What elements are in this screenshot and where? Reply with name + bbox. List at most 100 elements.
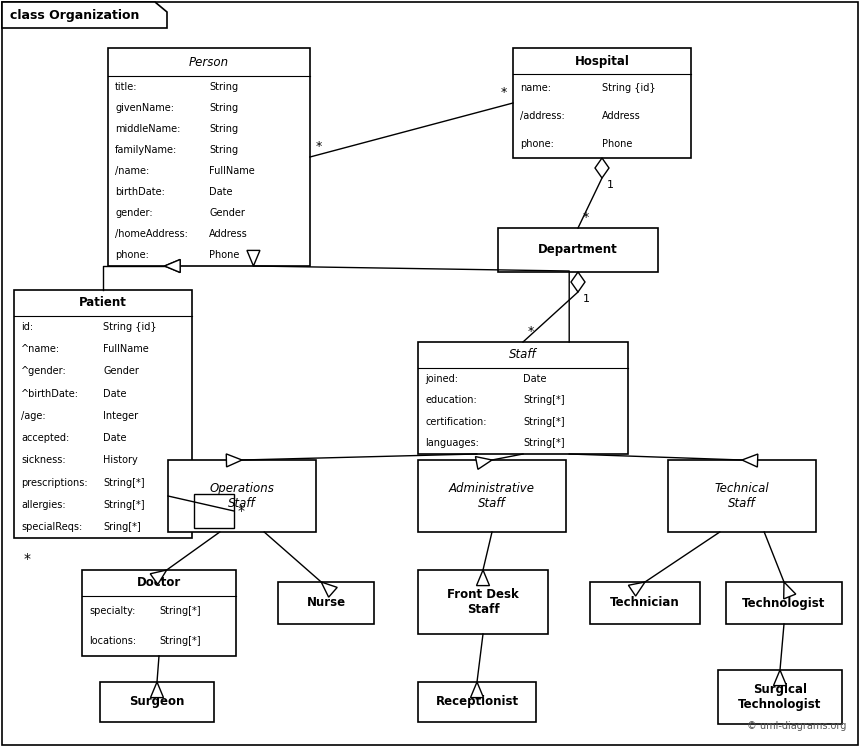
Polygon shape — [321, 582, 337, 597]
Polygon shape — [2, 2, 167, 28]
Text: certification:: certification: — [425, 417, 487, 427]
Text: FullName: FullName — [209, 166, 255, 176]
Text: Front Desk
Staff: Front Desk Staff — [447, 588, 519, 616]
Text: class Organization: class Organization — [10, 10, 139, 22]
Polygon shape — [571, 272, 585, 292]
Text: /address:: /address: — [520, 111, 565, 121]
Text: languages:: languages: — [425, 438, 479, 448]
Text: String: String — [209, 124, 238, 134]
Text: familyName:: familyName: — [115, 145, 177, 155]
Text: String[*]: String[*] — [523, 438, 565, 448]
Text: locations:: locations: — [89, 636, 136, 646]
Text: Technologist: Technologist — [742, 597, 826, 610]
Text: History: History — [103, 456, 138, 465]
Polygon shape — [476, 570, 489, 586]
Text: education:: education: — [425, 395, 476, 406]
Bar — [668, 460, 816, 532]
Text: Sring[*]: Sring[*] — [103, 522, 141, 532]
Text: specialReqs:: specialReqs: — [21, 522, 83, 532]
Bar — [278, 582, 374, 624]
Text: name:: name: — [520, 83, 551, 93]
Text: Surgeon: Surgeon — [129, 695, 185, 708]
Text: Date: Date — [209, 187, 232, 197]
Text: Technician: Technician — [610, 597, 680, 610]
Text: id:: id: — [21, 322, 34, 332]
Text: title:: title: — [115, 81, 138, 92]
Polygon shape — [470, 682, 483, 698]
Polygon shape — [150, 682, 163, 698]
Polygon shape — [476, 456, 492, 469]
Text: accepted:: accepted: — [21, 433, 70, 443]
Text: ^gender:: ^gender: — [21, 367, 67, 376]
Text: Date: Date — [103, 388, 126, 399]
Text: Surgical
Technologist: Surgical Technologist — [739, 683, 821, 711]
Polygon shape — [629, 582, 645, 596]
Text: String[*]: String[*] — [103, 477, 144, 488]
Bar — [498, 228, 658, 272]
Text: Patient: Patient — [79, 297, 127, 309]
Text: String {id}: String {id} — [602, 83, 655, 93]
Text: sickness:: sickness: — [21, 456, 65, 465]
Text: String[*]: String[*] — [103, 500, 144, 509]
Bar — [418, 460, 566, 532]
Bar — [726, 582, 842, 624]
Text: String: String — [209, 102, 238, 113]
Bar — [14, 290, 192, 538]
Bar — [108, 48, 310, 266]
Text: *: * — [501, 86, 507, 99]
Text: Department: Department — [538, 244, 617, 256]
Text: phone:: phone: — [115, 250, 149, 261]
Text: Phone: Phone — [209, 250, 239, 261]
Polygon shape — [164, 259, 180, 273]
Text: birthDate:: birthDate: — [115, 187, 165, 197]
Polygon shape — [164, 259, 180, 273]
Polygon shape — [595, 158, 609, 178]
Text: *: * — [316, 140, 322, 153]
Text: Administrative
Staff: Administrative Staff — [449, 482, 535, 510]
Text: gender:: gender: — [115, 208, 152, 218]
Text: Date: Date — [103, 433, 126, 443]
Text: Doctor: Doctor — [137, 577, 181, 589]
Bar — [82, 570, 236, 656]
Bar — [513, 48, 691, 158]
Text: Address: Address — [209, 229, 248, 239]
Text: Operations
Staff: Operations Staff — [210, 482, 274, 510]
Text: givenName:: givenName: — [115, 102, 174, 113]
Bar — [168, 460, 316, 532]
Text: 1: 1 — [607, 180, 614, 190]
Text: specialty:: specialty: — [89, 606, 135, 616]
Text: 1: 1 — [583, 294, 590, 304]
Bar — [590, 582, 700, 624]
Text: Nurse: Nurse — [306, 597, 346, 610]
Text: Phone: Phone — [602, 139, 632, 149]
Text: String {id}: String {id} — [103, 322, 157, 332]
Text: /homeAddress:: /homeAddress: — [115, 229, 187, 239]
Text: Person: Person — [189, 55, 229, 69]
Bar — [194, 494, 234, 528]
Text: /age:: /age: — [21, 411, 46, 421]
Text: String[*]: String[*] — [523, 395, 565, 406]
Text: String[*]: String[*] — [159, 606, 200, 616]
Polygon shape — [773, 670, 787, 686]
Text: joined:: joined: — [425, 374, 458, 384]
Text: ^birthDate:: ^birthDate: — [21, 388, 79, 399]
Text: *: * — [528, 325, 534, 338]
Text: String: String — [209, 145, 238, 155]
Text: Staff: Staff — [509, 349, 537, 362]
Polygon shape — [742, 454, 758, 467]
Text: Gender: Gender — [103, 367, 138, 376]
Text: Technical
Staff: Technical Staff — [715, 482, 770, 510]
Polygon shape — [226, 454, 242, 467]
Text: Hospital: Hospital — [574, 55, 630, 67]
Text: *: * — [238, 504, 245, 518]
Bar — [418, 342, 628, 454]
Text: FullName: FullName — [103, 344, 149, 354]
Text: middleName:: middleName: — [115, 124, 181, 134]
Text: Receptionist: Receptionist — [435, 695, 519, 708]
Text: Address: Address — [602, 111, 641, 121]
Text: String: String — [209, 81, 238, 92]
Bar — [418, 682, 536, 722]
Text: Gender: Gender — [209, 208, 245, 218]
Text: ^name:: ^name: — [21, 344, 60, 354]
Polygon shape — [150, 570, 167, 584]
